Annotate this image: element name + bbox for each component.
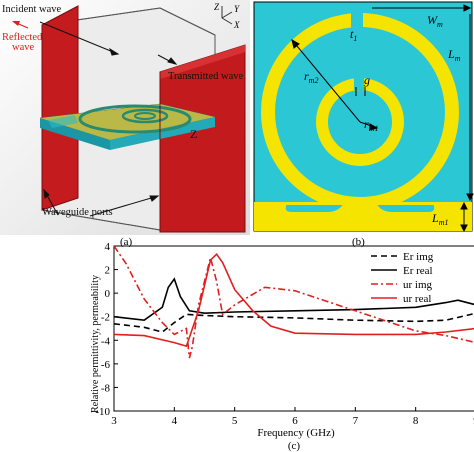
x-tick-label: 4 xyxy=(172,415,178,427)
label-incident-wave: Incident wave xyxy=(2,4,62,15)
panel-a-illustration: Z Z Y X Incident wave Reflected wave Tra… xyxy=(0,0,250,235)
label-reflected-wave-line1: Reflected xyxy=(2,32,43,43)
unit-cell-substrate xyxy=(253,1,473,232)
series-line-er-img xyxy=(114,312,474,333)
y-tick-label: -8 xyxy=(101,382,111,394)
y-tick-label: -10 xyxy=(95,406,110,418)
y-tick-label: 0 xyxy=(105,288,111,300)
x-tick-label: 3 xyxy=(111,415,117,427)
series-line-er-real xyxy=(114,277,474,322)
x-tick-label: 7 xyxy=(353,415,359,427)
axis-label-x: X xyxy=(233,20,240,30)
annotation-arrows xyxy=(39,21,178,217)
x-tick-label: 8 xyxy=(413,415,419,427)
reflected-wave-arrow xyxy=(12,21,29,29)
left-waveguide-port xyxy=(41,5,79,211)
legend-label-er-img: Er img xyxy=(403,251,434,263)
chart-legend: Er img Er real ur img ur real xyxy=(371,251,434,305)
y-tick-label: -2 xyxy=(101,312,110,324)
series-line-ur-real xyxy=(114,252,474,348)
label-waveguide-ports: Waveguide ports xyxy=(42,207,113,218)
y-tick-label: -4 xyxy=(101,335,111,347)
label-rm2: rm2 xyxy=(304,69,318,85)
legend-label-ur-img: ur img xyxy=(403,279,433,291)
label-lm1: Lm1 xyxy=(431,211,448,227)
label-t1: t1 xyxy=(350,27,357,43)
metamaterial-unit-cell xyxy=(39,103,216,150)
caption-b-text: (b) xyxy=(352,236,365,248)
y-axis-label: Relative permittivity, permeability xyxy=(90,275,101,413)
caption-c: (c) xyxy=(288,440,301,452)
inner-split-ring xyxy=(316,76,404,166)
y-tick-label: 2 xyxy=(105,265,111,277)
x-axis-label: Frequency (GHz) xyxy=(257,427,335,439)
label-reflected-wave-line2: wave xyxy=(12,42,34,53)
y-tick-label: 4 xyxy=(105,241,111,253)
label-lm: Lm xyxy=(447,47,461,63)
dimension-lines xyxy=(291,4,474,233)
axis-label-y: Y xyxy=(234,4,240,14)
label-transmitted-wave: Transmitted wave xyxy=(168,71,243,82)
label-rm1: rm1 xyxy=(364,117,378,133)
y-tick-label: -6 xyxy=(101,359,111,371)
legend-label-ur-real: ur real xyxy=(403,293,431,305)
legend-label-er-real: Er real xyxy=(403,265,433,277)
x-tick-label: 5 xyxy=(232,415,238,427)
coordinate-axes: Z Y X xyxy=(214,2,240,30)
panel-b-unit-cell: Wm Lm t1 g rm2 rm1 Lm1 xyxy=(253,1,474,233)
axis-label-z: Z xyxy=(214,2,220,12)
bottom-metal-strip xyxy=(254,202,472,231)
label-wm: Wm xyxy=(427,13,443,29)
caption-a-text: (a) xyxy=(120,236,133,248)
axis-label-z-cube: Z xyxy=(190,127,197,141)
label-g: g xyxy=(364,73,370,87)
x-tick-label: 6 xyxy=(292,415,298,427)
